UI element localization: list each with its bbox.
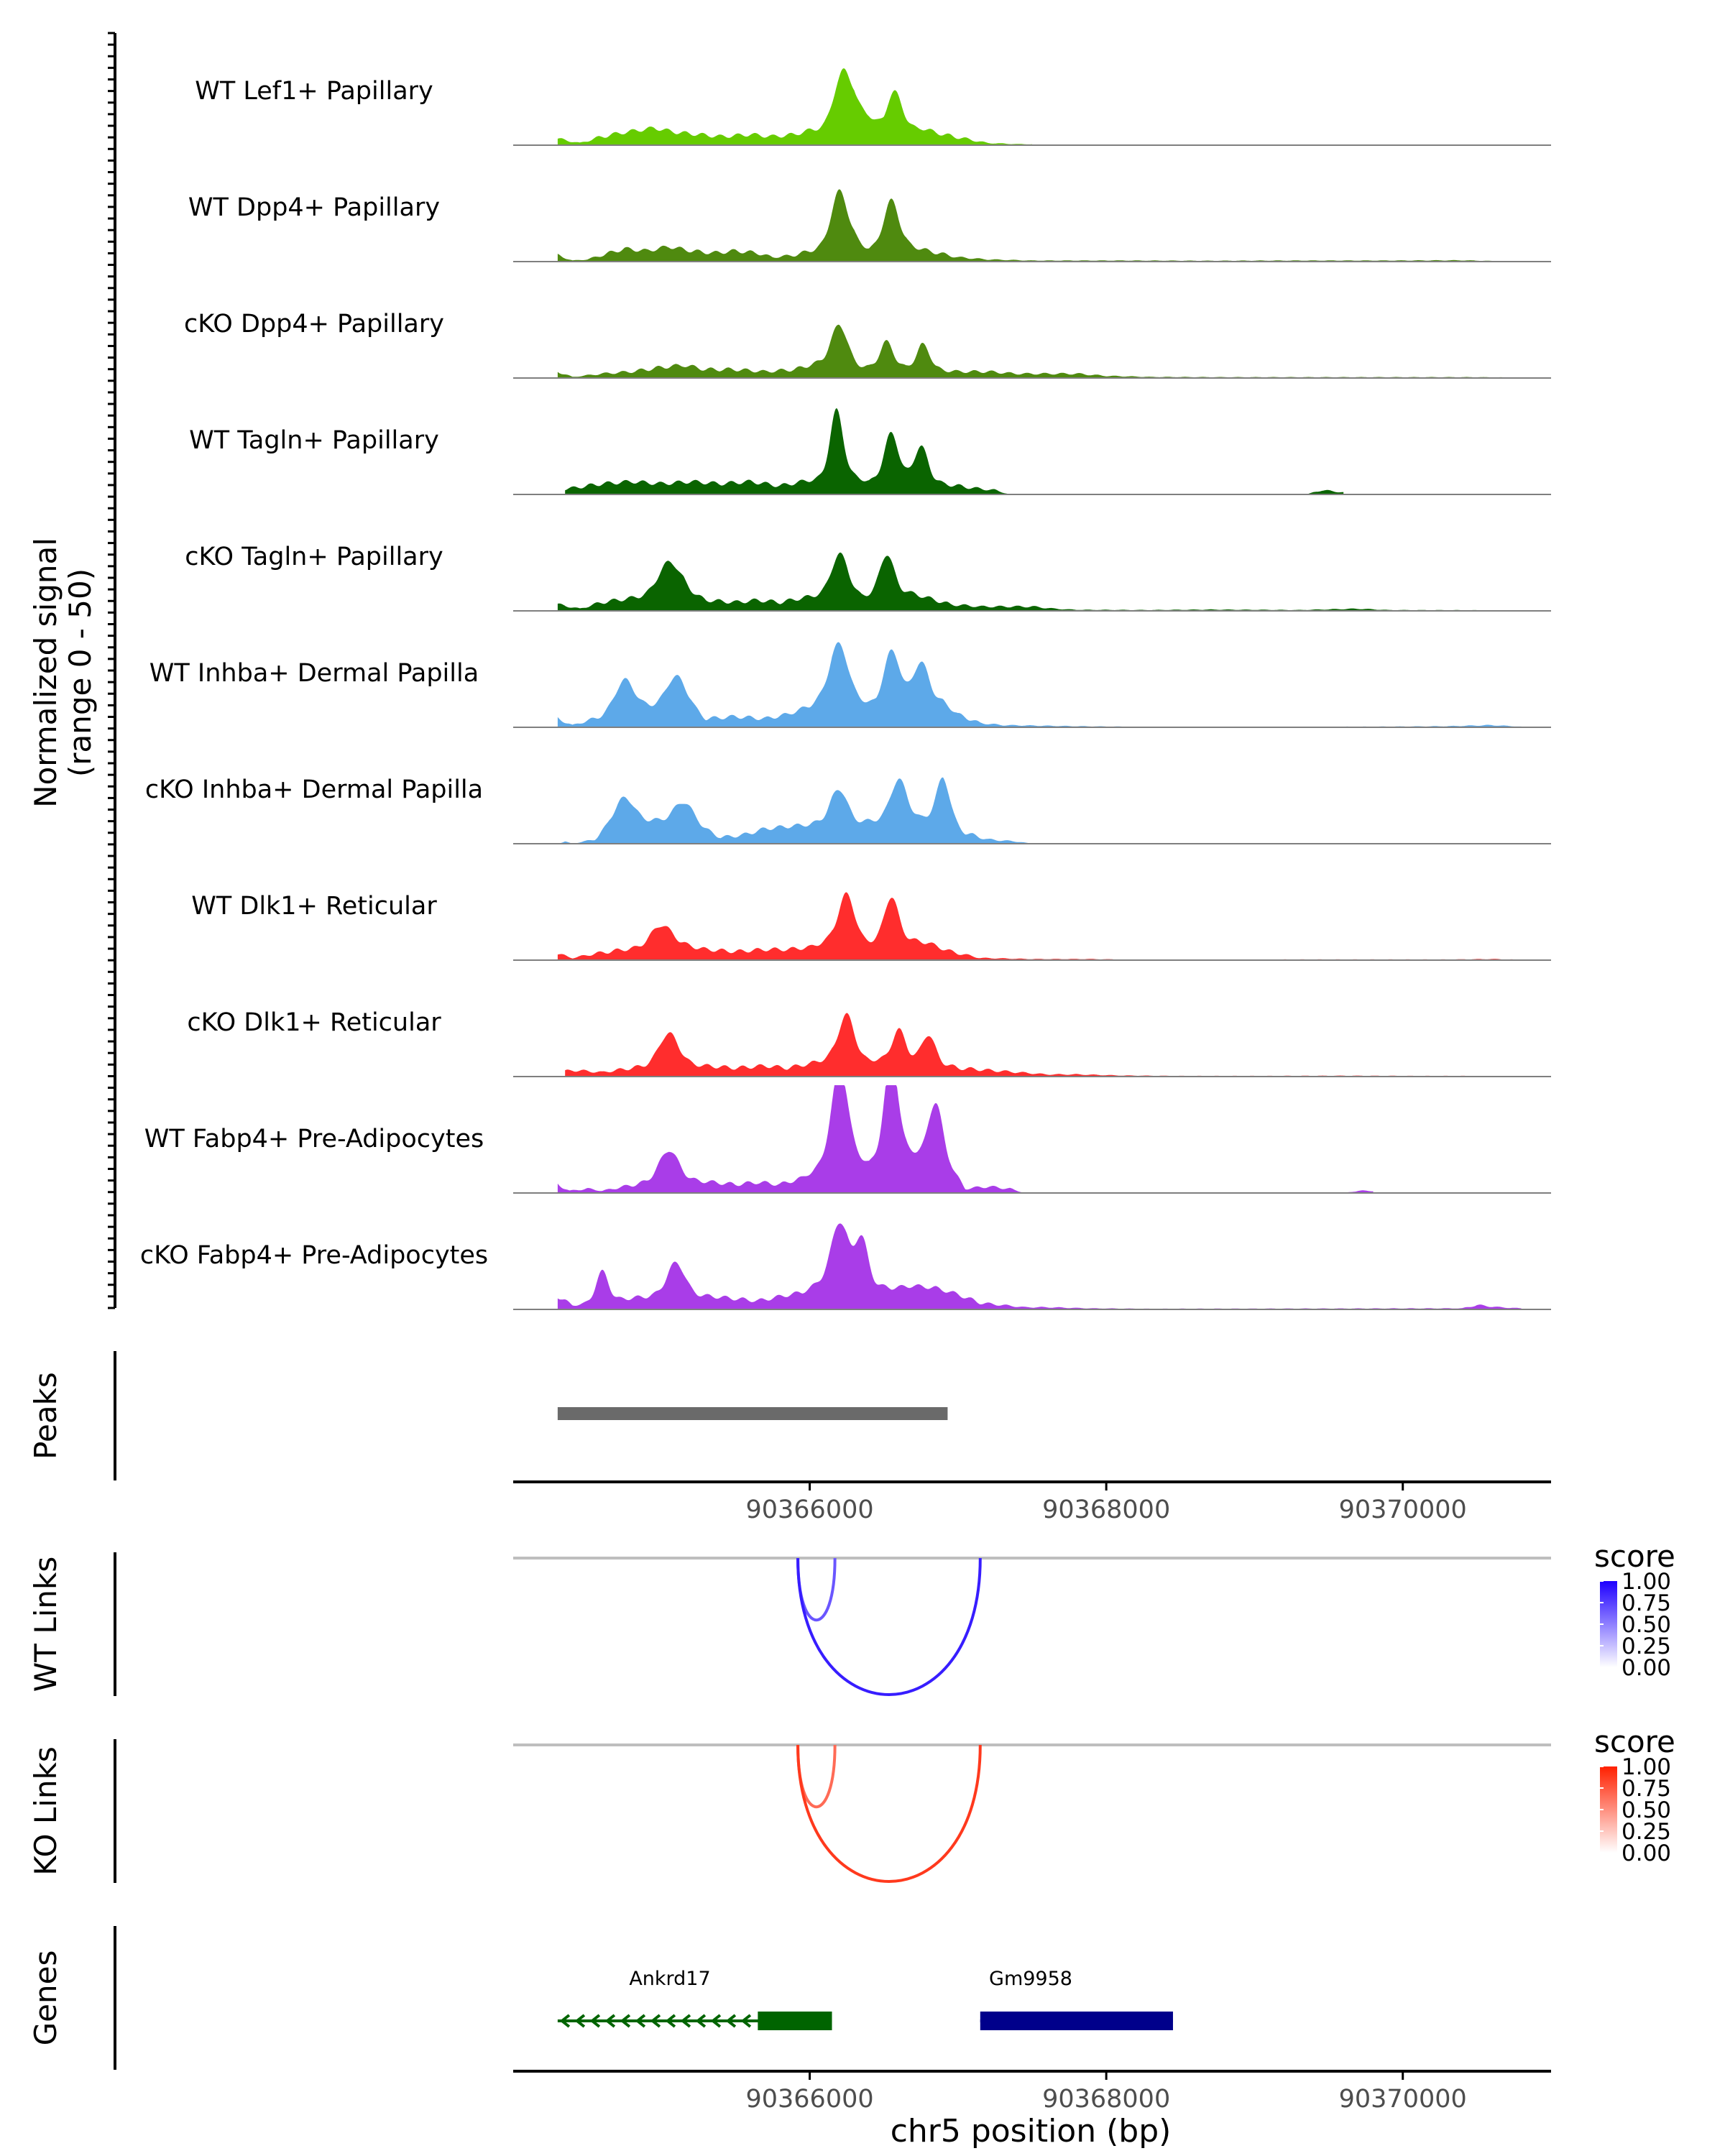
strand-arrow: [680, 2014, 691, 2028]
track-label: cKO Tagln+ Papillary: [185, 543, 443, 571]
x-axis-lower: 90366000 90368000 90370000: [513, 2070, 1551, 2114]
track-3: WT Tagln+ Papillary: [189, 408, 1551, 495]
strand-arrow: [725, 2014, 737, 2028]
track-coverage-area: [557, 189, 1537, 262]
track-coverage-area: [557, 68, 1032, 145]
track-label: WT Dpp4+ Papillary: [188, 193, 440, 222]
strand-arrow: [589, 2014, 601, 2028]
legend-tick-label: 0.50: [1622, 1612, 1671, 1638]
x-axis-upper-tick-label: 90368000: [1042, 1496, 1170, 1524]
track-8: cKO Dlk1+ Reticular: [187, 1008, 1551, 1077]
wt-links-track-label: WT Links: [28, 1557, 63, 1692]
peaks-track-label: Peaks: [28, 1372, 63, 1460]
track-coverage-area: [557, 777, 1047, 844]
track-coverage-area: [557, 642, 1522, 727]
gene-ankrd17: Ankrd17: [557, 1968, 832, 2030]
track-coverage-area: [557, 1085, 1374, 1193]
x-axis-upper-tick-label: 90366000: [745, 1496, 873, 1524]
track-10: cKO Fabp4+ Pre-Adipocytes: [140, 1223, 1551, 1310]
wt-links-arcs: [513, 1557, 1551, 1696]
x-axis-upper-tick-label: 90370000: [1339, 1496, 1467, 1524]
track-4: cKO Tagln+ Papillary: [185, 543, 1551, 612]
coverage-y-axis: [108, 32, 116, 1309]
strand-arrow: [695, 2014, 707, 2028]
gene-exon: [980, 2012, 1173, 2030]
track-coverage-area: [565, 408, 1344, 494]
track-coverage-area: [557, 552, 1507, 611]
legend-tick-label: 0.75: [1622, 1590, 1671, 1616]
legend-tick-label: 0.50: [1622, 1797, 1671, 1823]
track-coverage-area: [557, 1223, 1522, 1309]
link-arc: [796, 1557, 982, 1696]
ko-links-track-label: KO Links: [28, 1746, 63, 1876]
ko-links-arcs: [513, 1743, 1551, 1883]
track-0: WT Lef1+ Papillary: [195, 68, 1551, 146]
track-label: WT Inhba+ Dermal Papilla: [150, 659, 479, 688]
x-axis-lower-tick-label: 90370000: [1339, 2085, 1467, 2114]
strand-arrow: [982, 2014, 993, 2028]
genes-track-label: Genes: [28, 1950, 63, 2046]
strand-arrow: [559, 2014, 571, 2028]
x-axis-upper: 90366000 90368000 90370000: [513, 1480, 1551, 1524]
strand-arrow: [710, 2014, 722, 2028]
track-2: cKO Dpp4+ Papillary: [184, 310, 1551, 379]
gene-gm9958: Gm9958: [980, 1968, 1173, 2030]
legend-tick-label: 0.75: [1622, 1776, 1671, 1802]
legend-tick-label: 0.00: [1622, 1841, 1671, 1866]
strand-arrow: [620, 2014, 631, 2028]
track-label: cKO Dpp4+ Papillary: [184, 310, 444, 338]
gene-models: Ankrd17 Gm9958: [557, 1968, 1173, 2030]
strand-arrow: [604, 2014, 616, 2028]
gene-exon: [758, 2012, 832, 2030]
strand-arrow: [740, 2014, 752, 2028]
x-axis-title: chr5 position (bp): [891, 2113, 1172, 2150]
coverage-tracks: WT Lef1+ Papillary WT Dpp4+ Papillary cKO …: [140, 68, 1551, 1310]
legend-tick-label: 1.00: [1622, 1569, 1671, 1595]
legend-title: score: [1594, 1724, 1675, 1759]
track-9: WT Fabp4+ Pre-Adipocytes: [144, 1085, 1551, 1194]
track-coverage-area: [565, 1013, 1507, 1077]
peak-region-bar: [557, 1407, 948, 1420]
track-label: cKO Dlk1+ Reticular: [187, 1008, 441, 1037]
coverage-y-title-line1: Normalized signal: [28, 538, 63, 808]
legend-tick-label: 0.25: [1622, 1634, 1671, 1659]
x-axis-lower-tick-label: 90366000: [745, 2085, 873, 2114]
track-6: cKO Inhba+ Dermal Papilla: [145, 775, 1551, 844]
strand-arrow: [635, 2014, 646, 2028]
legend-tick-label: 0.25: [1622, 1819, 1671, 1845]
gene-name: Gm9958: [989, 1968, 1072, 1990]
track-label: WT Fabp4+ Pre-Adipocytes: [144, 1125, 484, 1153]
x-axis-lower-tick-label: 90368000: [1042, 2085, 1170, 2114]
track-label: cKO Inhba+ Dermal Papilla: [145, 775, 483, 804]
gene-name: Ankrd17: [629, 1968, 710, 1990]
strand-arrow: [665, 2014, 676, 2028]
track-1: WT Dpp4+ Papillary: [188, 189, 1551, 262]
track-label: WT Tagln+ Papillary: [189, 426, 439, 455]
legend-tick-label: 0.00: [1622, 1655, 1671, 1681]
track-5: WT Inhba+ Dermal Papilla: [150, 642, 1551, 728]
strand-arrow: [650, 2014, 661, 2028]
strand-arrow: [574, 2014, 586, 2028]
legend-title: score: [1594, 1539, 1675, 1574]
track-coverage-area: [557, 892, 1522, 960]
peaks-regions: [557, 1407, 948, 1420]
track-coverage-area: [557, 324, 1522, 378]
track-label: WT Lef1+ Papillary: [195, 77, 433, 106]
track-7: WT Dlk1+ Reticular: [191, 892, 1551, 961]
legend-tick-label: 1.00: [1622, 1754, 1671, 1780]
track-label: cKO Fabp4+ Pre-Adipocytes: [140, 1241, 488, 1270]
track-label: WT Dlk1+ Reticular: [191, 892, 437, 921]
link-arc: [796, 1744, 982, 1883]
coverage-y-title-line2: (range 0 - 50): [63, 568, 98, 777]
